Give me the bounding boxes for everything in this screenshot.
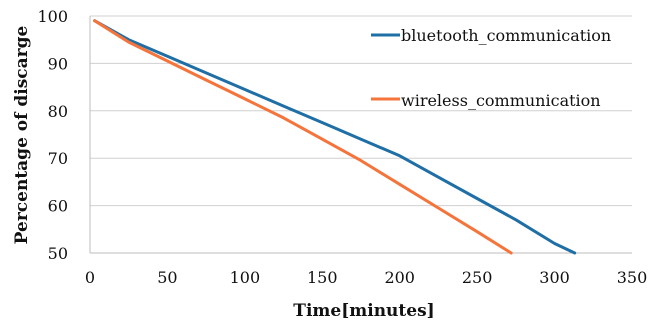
x-tick-label-0: 0	[85, 268, 95, 287]
legend-label-wireless: wireless_communication	[401, 91, 601, 110]
tick-labels: 50 60 70 80 90 100 0 50 100 150 200 250 300 350	[37, 7, 647, 287]
y-tick-label-50: 50	[48, 244, 68, 263]
x-axis-title: Time[minutes]	[293, 301, 434, 321]
x-tick-label-250: 250	[462, 268, 493, 287]
y-tick-label-90: 90	[48, 54, 68, 73]
x-tick-label-350: 350	[617, 268, 648, 287]
series-lines	[93, 19, 577, 255]
x-tick-label-150: 150	[307, 268, 338, 287]
legend-label-bluetooth: bluetooth_communication	[401, 26, 611, 45]
axes	[89, 16, 632, 254]
x-tick-label-200: 200	[384, 268, 415, 287]
series-line-bluetooth	[93, 19, 577, 255]
x-tick-label-50: 50	[157, 268, 177, 287]
legend: bluetooth_communication wireless_communi…	[371, 26, 611, 110]
y-axis-title: Percentage of discarge	[12, 26, 32, 245]
series-line-wireless	[93, 19, 513, 255]
x-tick-label-300: 300	[539, 268, 570, 287]
grid-lines	[90, 15, 632, 254]
y-tick-label-60: 60	[48, 197, 68, 216]
x-tick-label-100: 100	[230, 268, 261, 287]
y-tick-label-100: 100	[37, 7, 68, 26]
y-tick-label-70: 70	[48, 149, 68, 168]
y-tick-label-80: 80	[48, 102, 68, 121]
